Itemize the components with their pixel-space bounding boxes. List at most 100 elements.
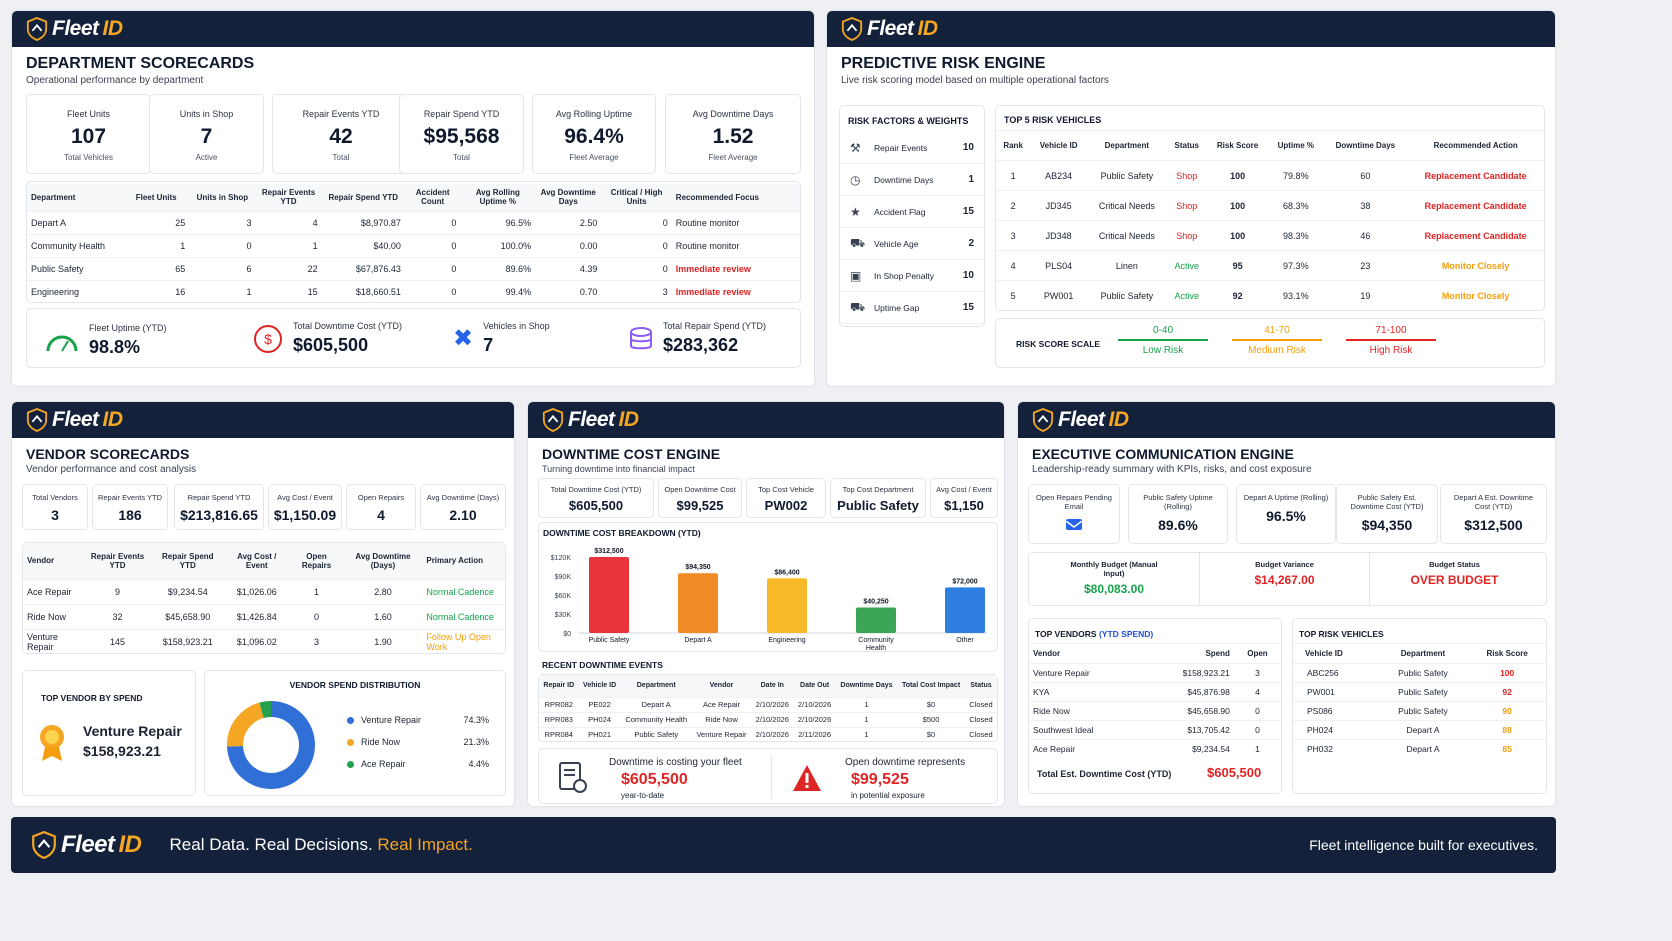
- clock-icon: ◷: [850, 172, 861, 187]
- x-tick-label: Health: [866, 645, 886, 651]
- stat-repair-spend: Total Repair Spend (YTD) $283,362: [629, 321, 766, 356]
- kpi-value: 96.4%: [564, 125, 624, 148]
- table-cell: Depart A: [1377, 739, 1469, 759]
- downtime-chart-card: DOWNTIME COST BREAKDOWN (YTD) $0 $30K $60K…: [538, 522, 998, 652]
- table-cell: $18,660.51: [321, 279, 405, 303]
- kpi-label: Depart A Est. Downtime Cost (YTD): [1453, 493, 1534, 511]
- bar[interactable]: [945, 587, 985, 633]
- shield-icon: [542, 408, 564, 432]
- table-cell: PH032: [1293, 739, 1378, 759]
- table-row[interactable]: PH024 Depart A 88: [1293, 720, 1546, 740]
- table-cell: Venture Repair: [1029, 663, 1143, 683]
- column-header: Accident Count: [415, 188, 450, 207]
- kpi-label: Top Cost Department: [842, 485, 914, 494]
- table-row[interactable]: Community Health 1 0 1 $40.00 0 100.0% 0.00 0 Rou…: [27, 233, 800, 257]
- table-row[interactable]: Venture Repair 145 $158,923.21 $1,096.02 3 1.…: [23, 628, 505, 654]
- bar[interactable]: [767, 578, 807, 633]
- table-row[interactable]: RPR083 PH024 Community Health Ride Now 2/10/…: [539, 711, 997, 727]
- table-row[interactable]: Ace Repair 9 $9,234.54 $1,026.06 1 2.80 Normal…: [23, 578, 505, 604]
- table-cell: 1.60: [343, 603, 423, 629]
- fleetid-logo: Fleet ID: [1032, 408, 1129, 432]
- downtime-bar-chart: $0 $30K $60K $90K $120K $312,500 Public Safety…: [551, 548, 987, 651]
- table-row[interactable]: PS086 Public Safety 90: [1293, 701, 1546, 721]
- table-cell: Closed: [964, 696, 997, 712]
- table-cell: 1: [835, 726, 898, 742]
- table-row[interactable]: Ace Repair $9,234.54 1: [1029, 739, 1281, 759]
- kpi-label: Avg Rolling Uptime: [555, 109, 633, 119]
- table-cell: $45,658.90: [1142, 701, 1234, 721]
- table-cell: $45,658.90: [151, 603, 225, 629]
- table-row[interactable]: 1 AB234 Public Safety Shop 100 79.8% 60 Replace…: [996, 160, 1544, 191]
- table-row[interactable]: Engineering 16 1 15 $18,660.51 0 99.4% 0.70 3 Imm…: [27, 279, 800, 303]
- chart-title: DOWNTIME COST BREAKDOWN (YTD): [543, 528, 701, 538]
- table-row[interactable]: 4 PLS04 Linen Active 95 97.3% 23 Monitor Closel…: [996, 250, 1544, 281]
- table-row[interactable]: PW001 Public Safety 92: [1293, 682, 1546, 702]
- kpi-card: Avg Cost / Event $1,150: [930, 478, 998, 518]
- table-row[interactable]: 3 JD348 Critical Needs Shop 100 98.3% 46 Replac…: [996, 220, 1544, 251]
- table-cell: Follow Up Open Work: [422, 628, 505, 654]
- total-downtime-value: $605,500: [1207, 765, 1262, 780]
- kpi-card: Top Cost Department Public Safety: [830, 478, 926, 518]
- panel-title: DOWNTIME COST ENGINE: [542, 446, 721, 462]
- table-row[interactable]: Ride Now $45,658.90 0: [1029, 701, 1281, 721]
- table-cell: Depart A: [620, 696, 692, 712]
- table-cell: 2/10/2026: [751, 726, 794, 742]
- panel-header: Fleet ID: [528, 402, 1004, 438]
- bar[interactable]: [856, 607, 896, 633]
- table-row[interactable]: RPR084 PH021 Public Safety Venture Repair 2/…: [539, 726, 997, 742]
- bar[interactable]: [678, 573, 718, 633]
- banner1-value: $605,500: [621, 771, 688, 788]
- table-row[interactable]: Ride Now 32 $45,658.90 $1,426.84 0 1.60 Normal…: [23, 603, 505, 629]
- scale-label: High Risk: [1369, 345, 1413, 356]
- kpi-label: Repair Events YTD: [302, 109, 380, 119]
- bar[interactable]: [589, 557, 629, 633]
- vendor-distribution-card: VENDOR SPEND DISTRIBUTION Venture Repair…: [204, 670, 506, 796]
- table-row[interactable]: RPR082 PE022 Depart A Ace Repair 2/10/2026 2/…: [539, 696, 997, 712]
- footer-tagline: Real Data. Real Decisions. Real Impact.: [169, 835, 473, 854]
- risk-scale-item: 0-40 Low Risk: [1118, 325, 1208, 356]
- panel-title: VENDOR SCORECARDS: [26, 446, 190, 462]
- table-cell: 9: [83, 578, 152, 604]
- column-header: Avg Downtime (Days): [355, 551, 411, 570]
- table-cell: 99.4%: [460, 279, 536, 303]
- table-row[interactable]: Venture Repair $158,923.21 3: [1029, 663, 1281, 683]
- table-cell: Immediate review: [671, 256, 800, 280]
- footer-right-text: Fleet intelligence built for executives.: [1309, 837, 1538, 853]
- table-cell: 93.1%: [1268, 280, 1324, 311]
- kpi-sub: Total: [453, 153, 470, 162]
- table-cell: Closed: [964, 726, 997, 742]
- table-row[interactable]: Southwest Ideal $13,705.42 0: [1029, 720, 1281, 740]
- kpi-label: Public Safety Uptime (Rolling): [1143, 493, 1213, 511]
- table-row[interactable]: ABC256 Public Safety 100: [1293, 663, 1546, 683]
- kpi-card[interactable]: Open Repairs Pending Email: [1028, 484, 1120, 544]
- kpi-card: Depart A Uptime (Rolling) 96.5%: [1236, 484, 1336, 544]
- kpi-value: $605,500: [568, 498, 624, 513]
- table-cell: $0: [897, 696, 965, 712]
- table-cell: Shop: [1166, 190, 1207, 221]
- column-header: Units in Shop: [196, 192, 249, 202]
- table-cell: Replacement Candidate: [1407, 220, 1544, 251]
- risk-factor-name: Accident Flag: [874, 206, 926, 217]
- table-cell: $9,234.54: [151, 578, 225, 604]
- table-cell: 88: [1468, 720, 1546, 740]
- column-header: Vendor: [709, 682, 734, 690]
- table-row[interactable]: Public Safety 65 6 22 $67,876.43 0 89.6% 4.39 0 I…: [27, 256, 800, 280]
- top-risk-title: TOP RISK VEHICLES: [1299, 629, 1384, 639]
- table-row[interactable]: 5 PW001 Public Safety Active 92 93.1% 19 Monito…: [996, 280, 1544, 311]
- table-row[interactable]: Depart A 25 3 4 $8,970.87 0 96.5% 2.50 0 Routine …: [27, 210, 800, 234]
- table-row[interactable]: KYA $45,876.98 4: [1029, 682, 1281, 702]
- email-icon[interactable]: [1065, 519, 1083, 530]
- fleetid-logo: Fleet ID: [26, 408, 123, 432]
- table-row[interactable]: PH032 Depart A 85: [1293, 739, 1546, 759]
- kpi-label: Repair Spend YTD: [423, 109, 500, 119]
- table-cell: Normal Cadence: [422, 603, 505, 629]
- kpi-sub: Fleet Average: [708, 153, 758, 162]
- table-row[interactable]: 2 JD345 Critical Needs Shop 100 68.3% 38 Replac…: [996, 190, 1544, 221]
- table-cell: $9,234.54: [1142, 739, 1234, 759]
- bar-value-label: $72,000: [952, 578, 977, 585]
- table-cell: AB234: [1030, 160, 1088, 191]
- table-cell: KYA: [1029, 682, 1143, 702]
- table-cell: JD345: [1030, 190, 1088, 221]
- x-tick-label: Other: [956, 637, 974, 644]
- table-cell: 98.3%: [1268, 220, 1324, 251]
